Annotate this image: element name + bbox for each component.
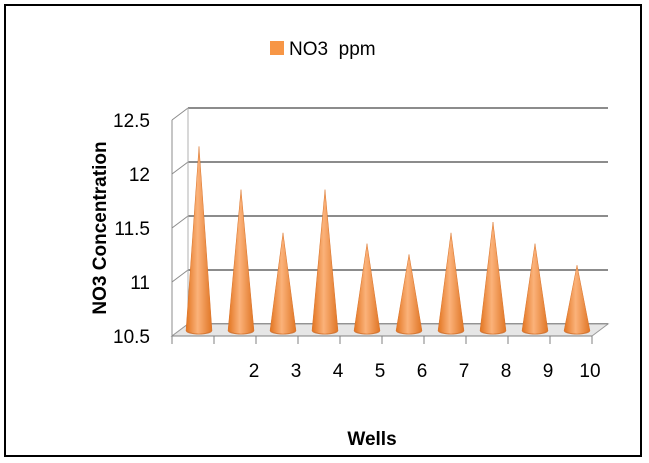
side-gridline xyxy=(171,215,189,229)
data-cone xyxy=(479,221,507,335)
x-tick-label: 8 xyxy=(501,361,512,382)
x-tick-label: 6 xyxy=(417,361,428,382)
plot-area: 10.5 11 11.5 12 12.5 2 3 4 5 6 7 8 9 10 xyxy=(113,107,610,382)
side-gridline xyxy=(171,107,189,121)
x-tick-label: 7 xyxy=(459,361,470,382)
data-cone xyxy=(227,189,255,335)
y-tick-label: 12 xyxy=(129,165,150,186)
x-tick-label: 4 xyxy=(333,361,344,382)
x-axis-title: Wells xyxy=(347,429,396,450)
data-cone xyxy=(395,254,423,335)
x-tick-label: 5 xyxy=(375,361,386,382)
data-cone xyxy=(521,243,549,335)
legend: NO3 ppm xyxy=(270,39,376,60)
y-tick-label: 11 xyxy=(130,273,150,294)
x-tick-label: 3 xyxy=(291,361,302,382)
side-gridline xyxy=(171,161,189,175)
data-cone xyxy=(563,265,591,335)
x-tick-label: 2 xyxy=(249,361,260,382)
data-cone xyxy=(269,232,297,335)
y-tick-label: 11.5 xyxy=(114,219,150,240)
y-tick-label: 12.5 xyxy=(113,111,150,132)
x-tick-label: 10 xyxy=(579,361,600,382)
data-cone xyxy=(185,146,213,335)
legend-label: NO3 ppm xyxy=(289,39,376,60)
legend-swatch xyxy=(270,41,284,55)
data-cone xyxy=(311,189,339,335)
y-tick-label: 10.5 xyxy=(113,327,150,348)
x-tick-label: 9 xyxy=(543,361,554,382)
y-axis-title: NO3 Concentration xyxy=(90,141,111,314)
data-cone xyxy=(353,243,381,335)
data-cone xyxy=(437,232,465,335)
side-gridline xyxy=(171,269,189,283)
